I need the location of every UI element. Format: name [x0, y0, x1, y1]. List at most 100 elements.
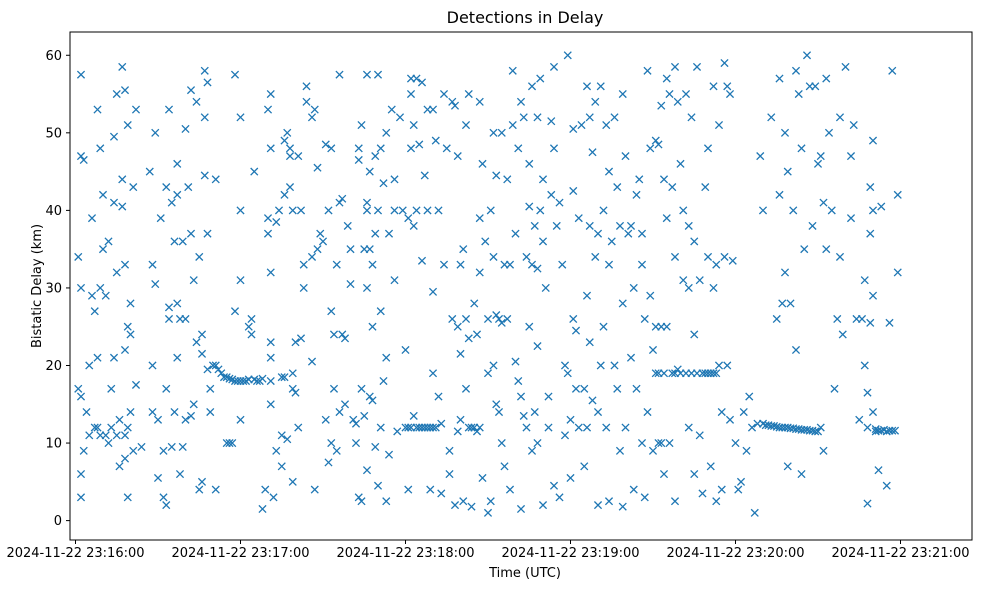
data-point-marker [112, 268, 121, 277]
data-point-marker [549, 144, 559, 153]
data-point-marker [467, 423, 476, 432]
data-point-marker [893, 190, 902, 199]
data-point-marker [580, 462, 589, 471]
data-point-marker [538, 175, 548, 184]
data-point-marker [445, 470, 454, 479]
data-point-marker [291, 388, 300, 397]
data-point-marker [687, 113, 696, 122]
data-point-marker [189, 276, 198, 285]
data-point-marker [170, 407, 179, 417]
data-point-marker [118, 62, 127, 71]
data-point-marker [868, 291, 878, 300]
data-point-marker [709, 283, 718, 292]
data-point-marker [324, 206, 333, 215]
data-point-marker [849, 121, 858, 130]
data-point-marker [186, 229, 196, 238]
data-point-marker [525, 202, 534, 211]
data-point-marker [368, 260, 377, 269]
data-point-marker [577, 121, 586, 130]
data-point-marker [387, 105, 396, 114]
data-point-marker [123, 423, 132, 432]
data-point-marker [544, 392, 553, 401]
data-point-marker [494, 314, 504, 324]
data-point-marker [104, 438, 113, 448]
data-point-marker [376, 307, 385, 316]
data-point-marker [530, 407, 539, 417]
data-point-marker [646, 144, 655, 153]
data-point-marker [313, 245, 322, 254]
data-point-marker [288, 477, 297, 486]
data-point-marker [503, 314, 512, 324]
data-point-marker [668, 369, 677, 378]
data-point-marker [428, 287, 438, 296]
data-point-marker [269, 493, 278, 502]
data-point-marker [373, 70, 383, 79]
data-point-marker [734, 485, 743, 494]
data-point-marker [335, 198, 344, 207]
data-point-marker [527, 260, 537, 269]
data-point-marker [692, 62, 702, 71]
data-markers [74, 51, 902, 517]
data-point-marker [472, 330, 482, 339]
data-point-marker [258, 374, 267, 383]
data-point-marker [461, 314, 471, 324]
data-point-marker [181, 124, 190, 134]
data-point-marker [109, 132, 119, 141]
data-point-marker [192, 97, 201, 106]
data-point-marker [368, 396, 377, 405]
data-point-marker [96, 283, 105, 292]
data-point-marker [90, 423, 99, 432]
data-point-marker [703, 252, 713, 261]
data-point-marker [654, 438, 663, 448]
data-point-marker [794, 89, 803, 99]
data-point-marker [74, 252, 83, 261]
data-point-marker [580, 384, 589, 393]
data-point-marker [373, 206, 383, 215]
data-point-marker [563, 51, 572, 60]
data-point-marker [203, 365, 212, 374]
data-point-marker [819, 198, 828, 207]
data-point-marker [263, 229, 273, 238]
data-point-marker [195, 485, 204, 494]
data-point-marker [406, 89, 416, 99]
data-point-marker [382, 497, 391, 506]
data-point-marker [118, 175, 127, 184]
data-point-marker [657, 101, 666, 110]
data-point-marker [511, 357, 520, 366]
data-point-marker [445, 446, 454, 455]
data-point-marker [816, 152, 825, 161]
data-point-marker [819, 446, 828, 455]
data-point-marker [439, 89, 449, 99]
data-point-marker [725, 415, 735, 424]
y-axis-label: Bistatic Delay (km) [30, 224, 45, 348]
data-point-marker [120, 454, 130, 463]
data-point-marker [373, 481, 383, 490]
data-point-marker [74, 384, 83, 393]
data-point-marker [351, 419, 361, 428]
data-point-marker [283, 128, 292, 137]
data-point-marker [230, 70, 240, 79]
data-point-marker [860, 361, 869, 370]
data-point-marker [489, 128, 498, 137]
data-point-marker [450, 101, 460, 110]
data-point-marker [98, 190, 108, 199]
data-point-marker [164, 314, 174, 324]
data-point-marker [371, 229, 380, 238]
data-point-marker [167, 198, 176, 207]
data-point-marker [453, 322, 462, 331]
data-point-marker [291, 338, 300, 347]
data-point-marker [756, 152, 765, 161]
data-point-marker [266, 376, 275, 386]
data-point-marker [827, 206, 836, 215]
data-point-marker [555, 493, 564, 502]
data-point-marker [156, 214, 165, 223]
data-point-marker [824, 128, 834, 137]
data-point-marker [662, 74, 671, 83]
data-point-marker [437, 419, 446, 428]
data-point-marker [376, 144, 385, 153]
data-point-marker [560, 431, 570, 440]
data-point-marker [860, 276, 869, 285]
data-point-marker [329, 384, 339, 393]
data-point-marker [302, 97, 311, 106]
data-point-marker [483, 314, 493, 324]
